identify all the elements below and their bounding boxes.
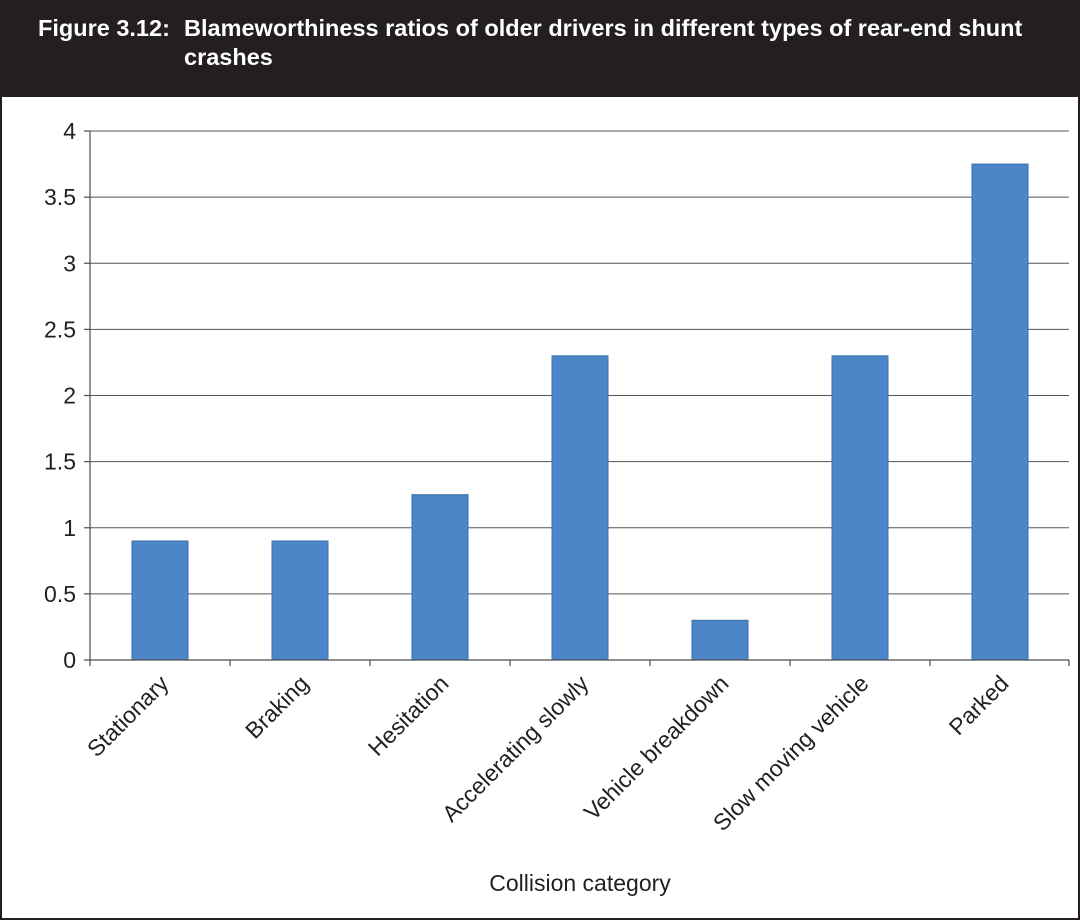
x-axis-title: Collision category — [489, 870, 671, 896]
figure-number: Figure 3.12: — [38, 15, 170, 41]
bar — [271, 540, 329, 661]
bar — [971, 163, 1029, 661]
bar — [551, 355, 609, 661]
y-tick-label: 0 — [63, 647, 76, 673]
figure-header: Figure 3.12: Blameworthiness ratios of o… — [2, 0, 1080, 97]
y-tick-label: 1 — [63, 515, 76, 541]
bar — [831, 355, 889, 661]
x-tick-label: Braking — [240, 670, 314, 744]
ticks — [84, 130, 1070, 666]
bar — [691, 619, 749, 661]
x-tick-label: Stationary — [82, 670, 174, 762]
x-tick-label: Parked — [944, 670, 1014, 740]
x-tick-label: Accelerating slowly — [437, 670, 594, 827]
y-tick-label: 3 — [63, 250, 76, 276]
y-tick-label: 0.5 — [44, 581, 76, 607]
x-tick-label: Hesitation — [363, 670, 454, 761]
figure-title: Blameworthiness ratios of older drivers … — [184, 15, 1023, 70]
bar — [411, 494, 469, 661]
x-tick-label: Slow moving vehicle — [708, 670, 874, 836]
y-tick-label: 4 — [63, 118, 76, 144]
y-tick-label: 2 — [63, 383, 76, 409]
bars — [131, 163, 1029, 661]
x-tick-label: Vehicle breakdown — [579, 670, 734, 825]
bar — [131, 540, 189, 661]
y-tick-label: 1.5 — [44, 449, 76, 475]
y-tick-label: 3.5 — [44, 184, 76, 210]
y-tick-label: 2.5 — [44, 316, 76, 342]
